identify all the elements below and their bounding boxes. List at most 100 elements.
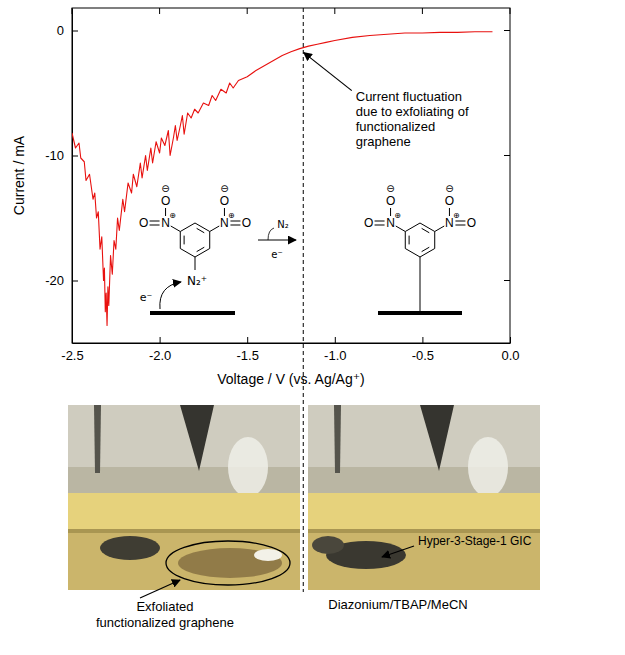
- atom-label: O: [386, 194, 395, 208]
- callout-ellipse: [166, 541, 290, 585]
- electrode-clip: [420, 405, 454, 471]
- photo: [68, 405, 300, 590]
- atom-label: O: [220, 194, 229, 208]
- molecule: N⊕O⊖ON⊕O⊖ON₂⁺: [139, 183, 251, 289]
- y-tick-label: -20: [45, 273, 64, 288]
- bond: [455, 221, 465, 222]
- bond: [197, 228, 205, 232]
- bond: [375, 221, 385, 222]
- atom-label: O: [242, 216, 251, 230]
- photo-caption: Diazonium/TBAP/MeCN: [328, 597, 467, 612]
- solution-lower: [308, 531, 540, 590]
- x-tick: 0.0: [501, 337, 519, 363]
- current-line: [72, 32, 492, 326]
- x-tick-mark: [422, 337, 423, 343]
- exfoliated-cloud: [178, 548, 282, 578]
- bond: [165, 208, 166, 216]
- bond: [150, 221, 160, 222]
- atom-label: ⊖: [445, 183, 453, 194]
- bond: [449, 208, 450, 216]
- dashed-marker-line: [303, 8, 304, 592]
- y-tick-label: -10: [45, 148, 64, 163]
- benzene-ring: [180, 223, 209, 257]
- diazonium-label: N₂⁺: [187, 274, 207, 288]
- x-tick-mark-top: [422, 8, 423, 14]
- x-tick: -2.0: [149, 337, 171, 363]
- x-tick: -1.0: [324, 337, 346, 363]
- photo-callout: Exfoliated: [136, 599, 193, 614]
- bubble: [254, 549, 282, 561]
- release-arrow: [268, 228, 274, 240]
- molecule: N⊕O⊖ON⊕O⊖O: [364, 183, 476, 313]
- released-label: N₂: [277, 219, 289, 230]
- bond: [197, 247, 205, 251]
- annotation-text: due to exfoliating of: [356, 104, 469, 119]
- photo-callout: Hyper-3-Stage-1 GIC: [418, 534, 532, 548]
- bond: [396, 226, 406, 232]
- atom-label: ⊖: [220, 183, 228, 194]
- bond: [422, 247, 430, 251]
- atom-label: ⊕: [228, 211, 235, 220]
- atom-label: O: [467, 216, 476, 230]
- callout-arrow: [140, 580, 180, 598]
- y-tick: -10: [45, 148, 78, 163]
- solution-lower: [68, 531, 300, 590]
- y-tick-mark-right: [504, 30, 510, 31]
- figure: -2.5-2.0-1.5-1.0-0.50.0-20-100Voltage / …: [0, 0, 625, 655]
- bond: [184, 236, 185, 245]
- x-tick: -1.5: [236, 337, 258, 363]
- x-tick-mark: [247, 337, 248, 343]
- x-tick: -0.5: [412, 337, 434, 363]
- atom-label: ⊕: [169, 211, 176, 220]
- x-tick-mark: [160, 337, 161, 343]
- electrode-surface: [378, 311, 462, 315]
- graphite-electrode: [312, 536, 344, 554]
- electrode-clip: [180, 405, 214, 471]
- x-tick-mark: [335, 337, 336, 343]
- y-tick-mark: [72, 31, 78, 32]
- y-tick-mark-right: [504, 280, 510, 281]
- y-tick-mark-right: [504, 155, 510, 156]
- y-axis: -20 -10 0: [45, 9, 78, 344]
- annotation-text: Current fluctuation: [356, 89, 462, 104]
- bond: [230, 221, 240, 222]
- x-axis: -2.5 -2.0 -1.5 -1.0 -0.5 0.0: [61, 337, 519, 363]
- plot-frame: [72, 8, 510, 343]
- x-tick-mark-top: [334, 8, 335, 14]
- x-tick-label: -2.0: [149, 348, 171, 363]
- atom-label: O: [139, 216, 148, 230]
- y-tick-mark: [72, 156, 78, 157]
- x-tick-label: -0.5: [412, 348, 434, 363]
- electron-label: e⁻: [140, 291, 153, 304]
- y-tick-label: 0: [57, 23, 64, 38]
- y-tick: 0: [57, 23, 78, 38]
- x-tick-mark-top: [247, 8, 248, 14]
- bond: [420, 257, 421, 312]
- atom-label: O: [161, 194, 170, 208]
- bond: [422, 228, 430, 232]
- glass-reflection: [468, 437, 508, 497]
- bond: [375, 225, 385, 226]
- x-tick-label: -2.5: [61, 348, 83, 363]
- benzene-ring: [405, 223, 434, 257]
- x-tick-mark-top: [510, 8, 511, 14]
- x-tick-label: -1.0: [324, 348, 346, 363]
- x-tick-mark-top: [159, 8, 160, 14]
- photo-ground: [308, 405, 540, 590]
- graphite-electrode: [100, 536, 160, 560]
- x-tick-label: -1.5: [236, 348, 258, 363]
- electron-label: e⁻: [271, 249, 282, 260]
- photo-ground: [68, 405, 300, 590]
- electrode-wire: [334, 405, 341, 473]
- x-axis-line: [73, 343, 511, 344]
- bond: [150, 225, 160, 226]
- x-tick-label: 0.0: [501, 348, 519, 363]
- bond: [435, 226, 445, 232]
- atom-label: O: [364, 216, 373, 230]
- bond: [195, 257, 196, 270]
- y-axis-line: [72, 9, 73, 344]
- meniscus: [308, 529, 540, 533]
- x-tick-mark-top: [72, 8, 73, 14]
- x-tick-mark: [510, 337, 511, 343]
- solution-band: [308, 493, 540, 531]
